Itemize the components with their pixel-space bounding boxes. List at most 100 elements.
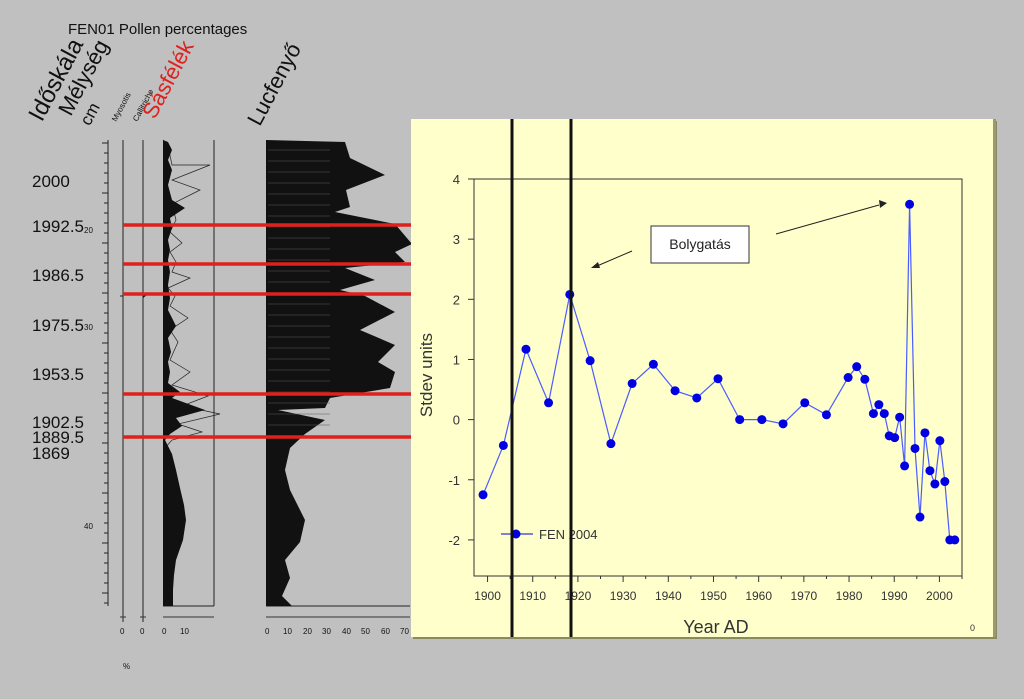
sedges-curve bbox=[163, 140, 205, 606]
sedges-axis-label: 0 bbox=[162, 627, 167, 636]
data-point bbox=[821, 410, 831, 420]
age-label: 1902.5 bbox=[32, 413, 84, 432]
y-tick-label: -1 bbox=[448, 473, 460, 488]
spruce-axis-label: 50 bbox=[361, 627, 370, 636]
sedges-column bbox=[162, 139, 221, 607]
data-point bbox=[692, 393, 702, 403]
data-point bbox=[544, 398, 554, 408]
age-label: 2000 bbox=[32, 172, 70, 191]
x-tick-label: 1940 bbox=[655, 589, 682, 603]
y-tick-label: 4 bbox=[453, 172, 460, 187]
data-point bbox=[920, 428, 930, 438]
annotation-label: Bolygatás bbox=[669, 236, 730, 252]
series-points bbox=[478, 199, 960, 545]
spruce-axis-label: 30 bbox=[322, 627, 331, 636]
data-point bbox=[915, 512, 925, 522]
x-axis: 1900 1910 1920 1930 1940 1950 1960 1970 1980 1990… bbox=[474, 576, 963, 603]
x-axis-title: Year AD bbox=[683, 617, 748, 637]
data-point bbox=[606, 439, 616, 449]
data-point bbox=[895, 412, 905, 422]
data-point bbox=[670, 386, 680, 396]
spruce-axis-label: 40 bbox=[342, 627, 351, 636]
spruce-curve bbox=[266, 140, 412, 606]
annotation-arrow-right bbox=[775, 204, 880, 235]
x-tick-label: 1990 bbox=[881, 589, 908, 603]
data-point bbox=[950, 535, 960, 545]
spruce-axis-label: 70 bbox=[400, 627, 409, 636]
y-tick-label: -2 bbox=[448, 533, 460, 548]
data-point bbox=[905, 199, 915, 209]
x-tick-label: 1980 bbox=[836, 589, 863, 603]
x-tick-label: 1930 bbox=[610, 589, 637, 603]
data-point bbox=[713, 374, 723, 384]
data-point bbox=[800, 398, 810, 408]
y-axis-title: Stdev units bbox=[417, 333, 436, 417]
x-tick-label: 1970 bbox=[791, 589, 818, 603]
y-tick-label: 0 bbox=[453, 413, 460, 428]
spruce-axis-label: 20 bbox=[303, 627, 312, 636]
data-point bbox=[874, 400, 884, 410]
chart-panel-edge bbox=[993, 119, 996, 637]
depth-axis bbox=[102, 140, 109, 606]
data-point bbox=[852, 362, 862, 372]
data-point bbox=[778, 419, 788, 429]
percent-label: % bbox=[123, 662, 131, 671]
myosotis-column bbox=[120, 140, 124, 622]
data-point bbox=[585, 356, 595, 366]
y-tick-label: 1 bbox=[453, 352, 460, 367]
data-point bbox=[757, 415, 767, 425]
sedges-axis-label: 10 bbox=[180, 627, 189, 636]
figure-title: FEN01 Pollen percentages bbox=[68, 21, 248, 38]
x-tick-label: 2000 bbox=[926, 589, 953, 603]
depth-tick-label: 30 bbox=[84, 323, 93, 332]
data-point bbox=[868, 409, 878, 419]
data-point bbox=[735, 415, 745, 425]
x-tick-label: 1950 bbox=[700, 589, 727, 603]
depth-tick-label: 20 bbox=[84, 226, 93, 235]
age-label: 1986.5 bbox=[32, 266, 84, 285]
y-tick-label: 3 bbox=[453, 232, 460, 247]
data-point bbox=[521, 344, 531, 354]
depth-tick-label: 40 bbox=[84, 522, 93, 531]
annotation-box bbox=[650, 225, 750, 264]
age-label: 1992.5 bbox=[32, 217, 84, 236]
age-label: 1975.5 bbox=[32, 316, 84, 335]
y-tick-label: 2 bbox=[453, 292, 460, 307]
annotation: Bolygatás bbox=[591, 200, 887, 268]
data-point bbox=[879, 409, 889, 419]
data-point bbox=[627, 379, 637, 389]
chart-plot-frame bbox=[473, 178, 963, 577]
callitriche-axis-label: 0 bbox=[140, 627, 145, 636]
data-point bbox=[843, 373, 853, 382]
spruce-axis-label: 0 bbox=[265, 627, 270, 636]
age-label: 1953.5 bbox=[32, 365, 84, 384]
x-tick-label: 1900 bbox=[474, 589, 501, 603]
data-point bbox=[930, 479, 940, 489]
data-point bbox=[498, 440, 508, 450]
data-point bbox=[940, 477, 950, 487]
annotation-arrow-left bbox=[596, 250, 633, 267]
legend: FEN 2004 bbox=[501, 527, 598, 542]
legend-label: FEN 2004 bbox=[539, 527, 598, 542]
x-tick-label: 1960 bbox=[745, 589, 772, 603]
data-point bbox=[925, 466, 935, 476]
x-tick-label: 1910 bbox=[519, 589, 546, 603]
data-point bbox=[910, 443, 920, 453]
spruce-axis-label: 10 bbox=[283, 627, 292, 636]
chart-panel bbox=[411, 119, 995, 637]
corner-label: 0 bbox=[970, 623, 975, 633]
data-point bbox=[900, 461, 910, 471]
myosotis-axis-label: 0 bbox=[120, 627, 125, 636]
data-point bbox=[890, 433, 900, 443]
spruce-column bbox=[266, 140, 412, 607]
y-axis: 4 3 2 1 0 -1 -2 bbox=[448, 172, 474, 548]
spruce-axis-label: 60 bbox=[381, 627, 390, 636]
age-label: 1869 bbox=[32, 444, 70, 463]
data-point bbox=[478, 490, 488, 500]
data-point bbox=[860, 374, 870, 384]
age-label: 1889.5 bbox=[32, 428, 84, 447]
